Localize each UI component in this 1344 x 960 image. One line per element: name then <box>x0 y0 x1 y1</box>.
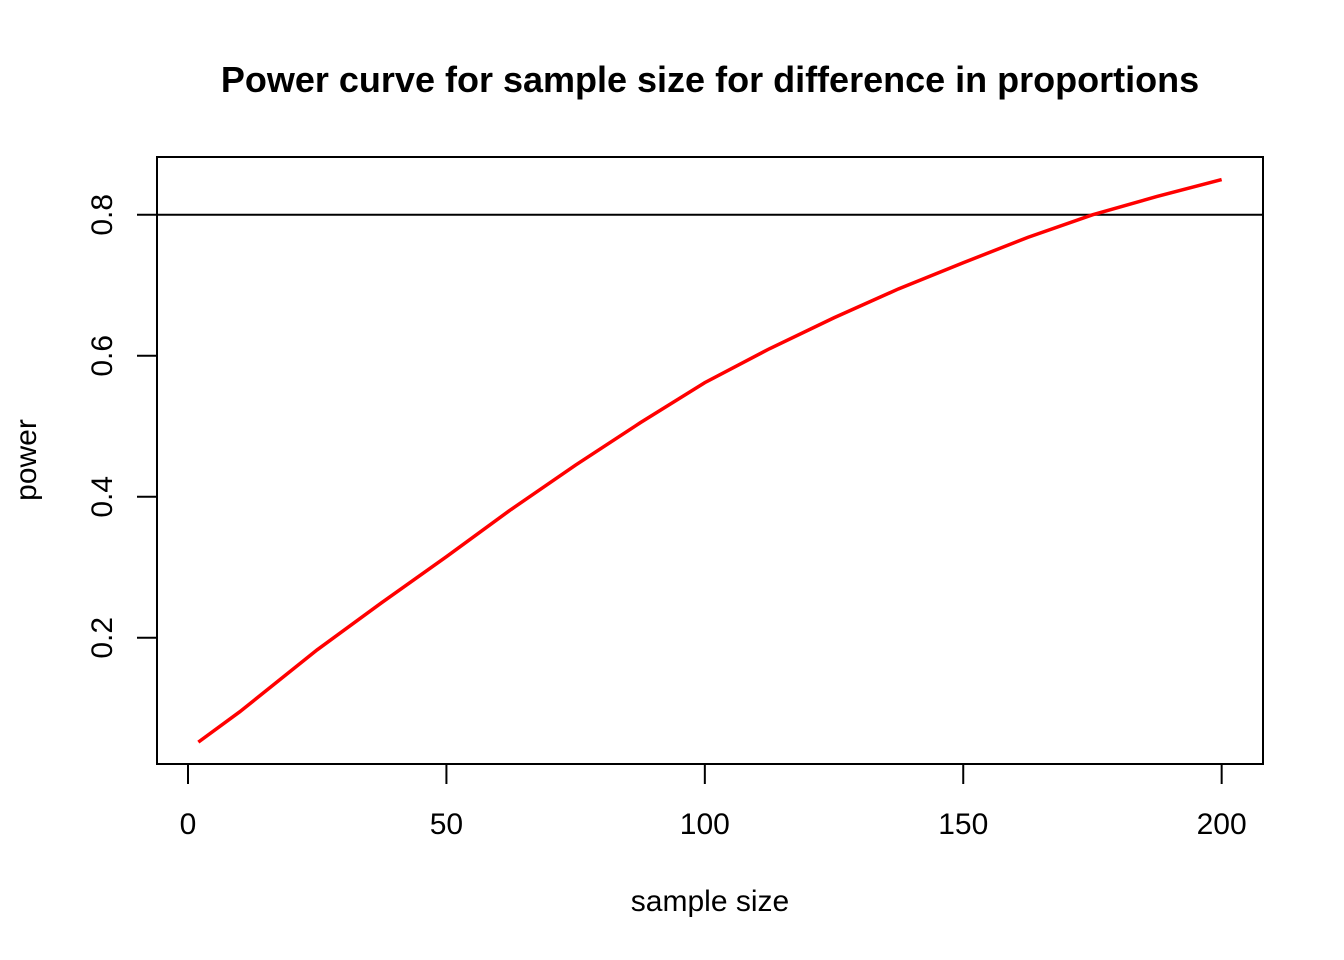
chart-title: Power curve for sample size for differen… <box>221 59 1199 100</box>
y-tick-label: 0.4 <box>86 476 119 518</box>
power-curve-line <box>197 177 1223 744</box>
x-tick-label: 50 <box>430 808 463 841</box>
x-tick-label: 200 <box>1197 808 1247 841</box>
x-tick-label: 150 <box>938 808 988 841</box>
plot-area <box>156 156 1264 765</box>
x-tick-label: 0 <box>180 808 197 841</box>
x-axis-label: sample size <box>631 885 789 918</box>
y-axis: 0.2 0.4 0.6 0.8 <box>86 194 158 659</box>
y-tick-label: 0.6 <box>86 335 119 377</box>
y-tick-label: 0.2 <box>86 617 119 659</box>
x-tick-label: 100 <box>680 808 730 841</box>
y-axis-label: power <box>10 419 43 501</box>
x-axis: 0 50 100 150 200 <box>180 763 1247 841</box>
y-tick-label: 0.8 <box>86 194 119 236</box>
